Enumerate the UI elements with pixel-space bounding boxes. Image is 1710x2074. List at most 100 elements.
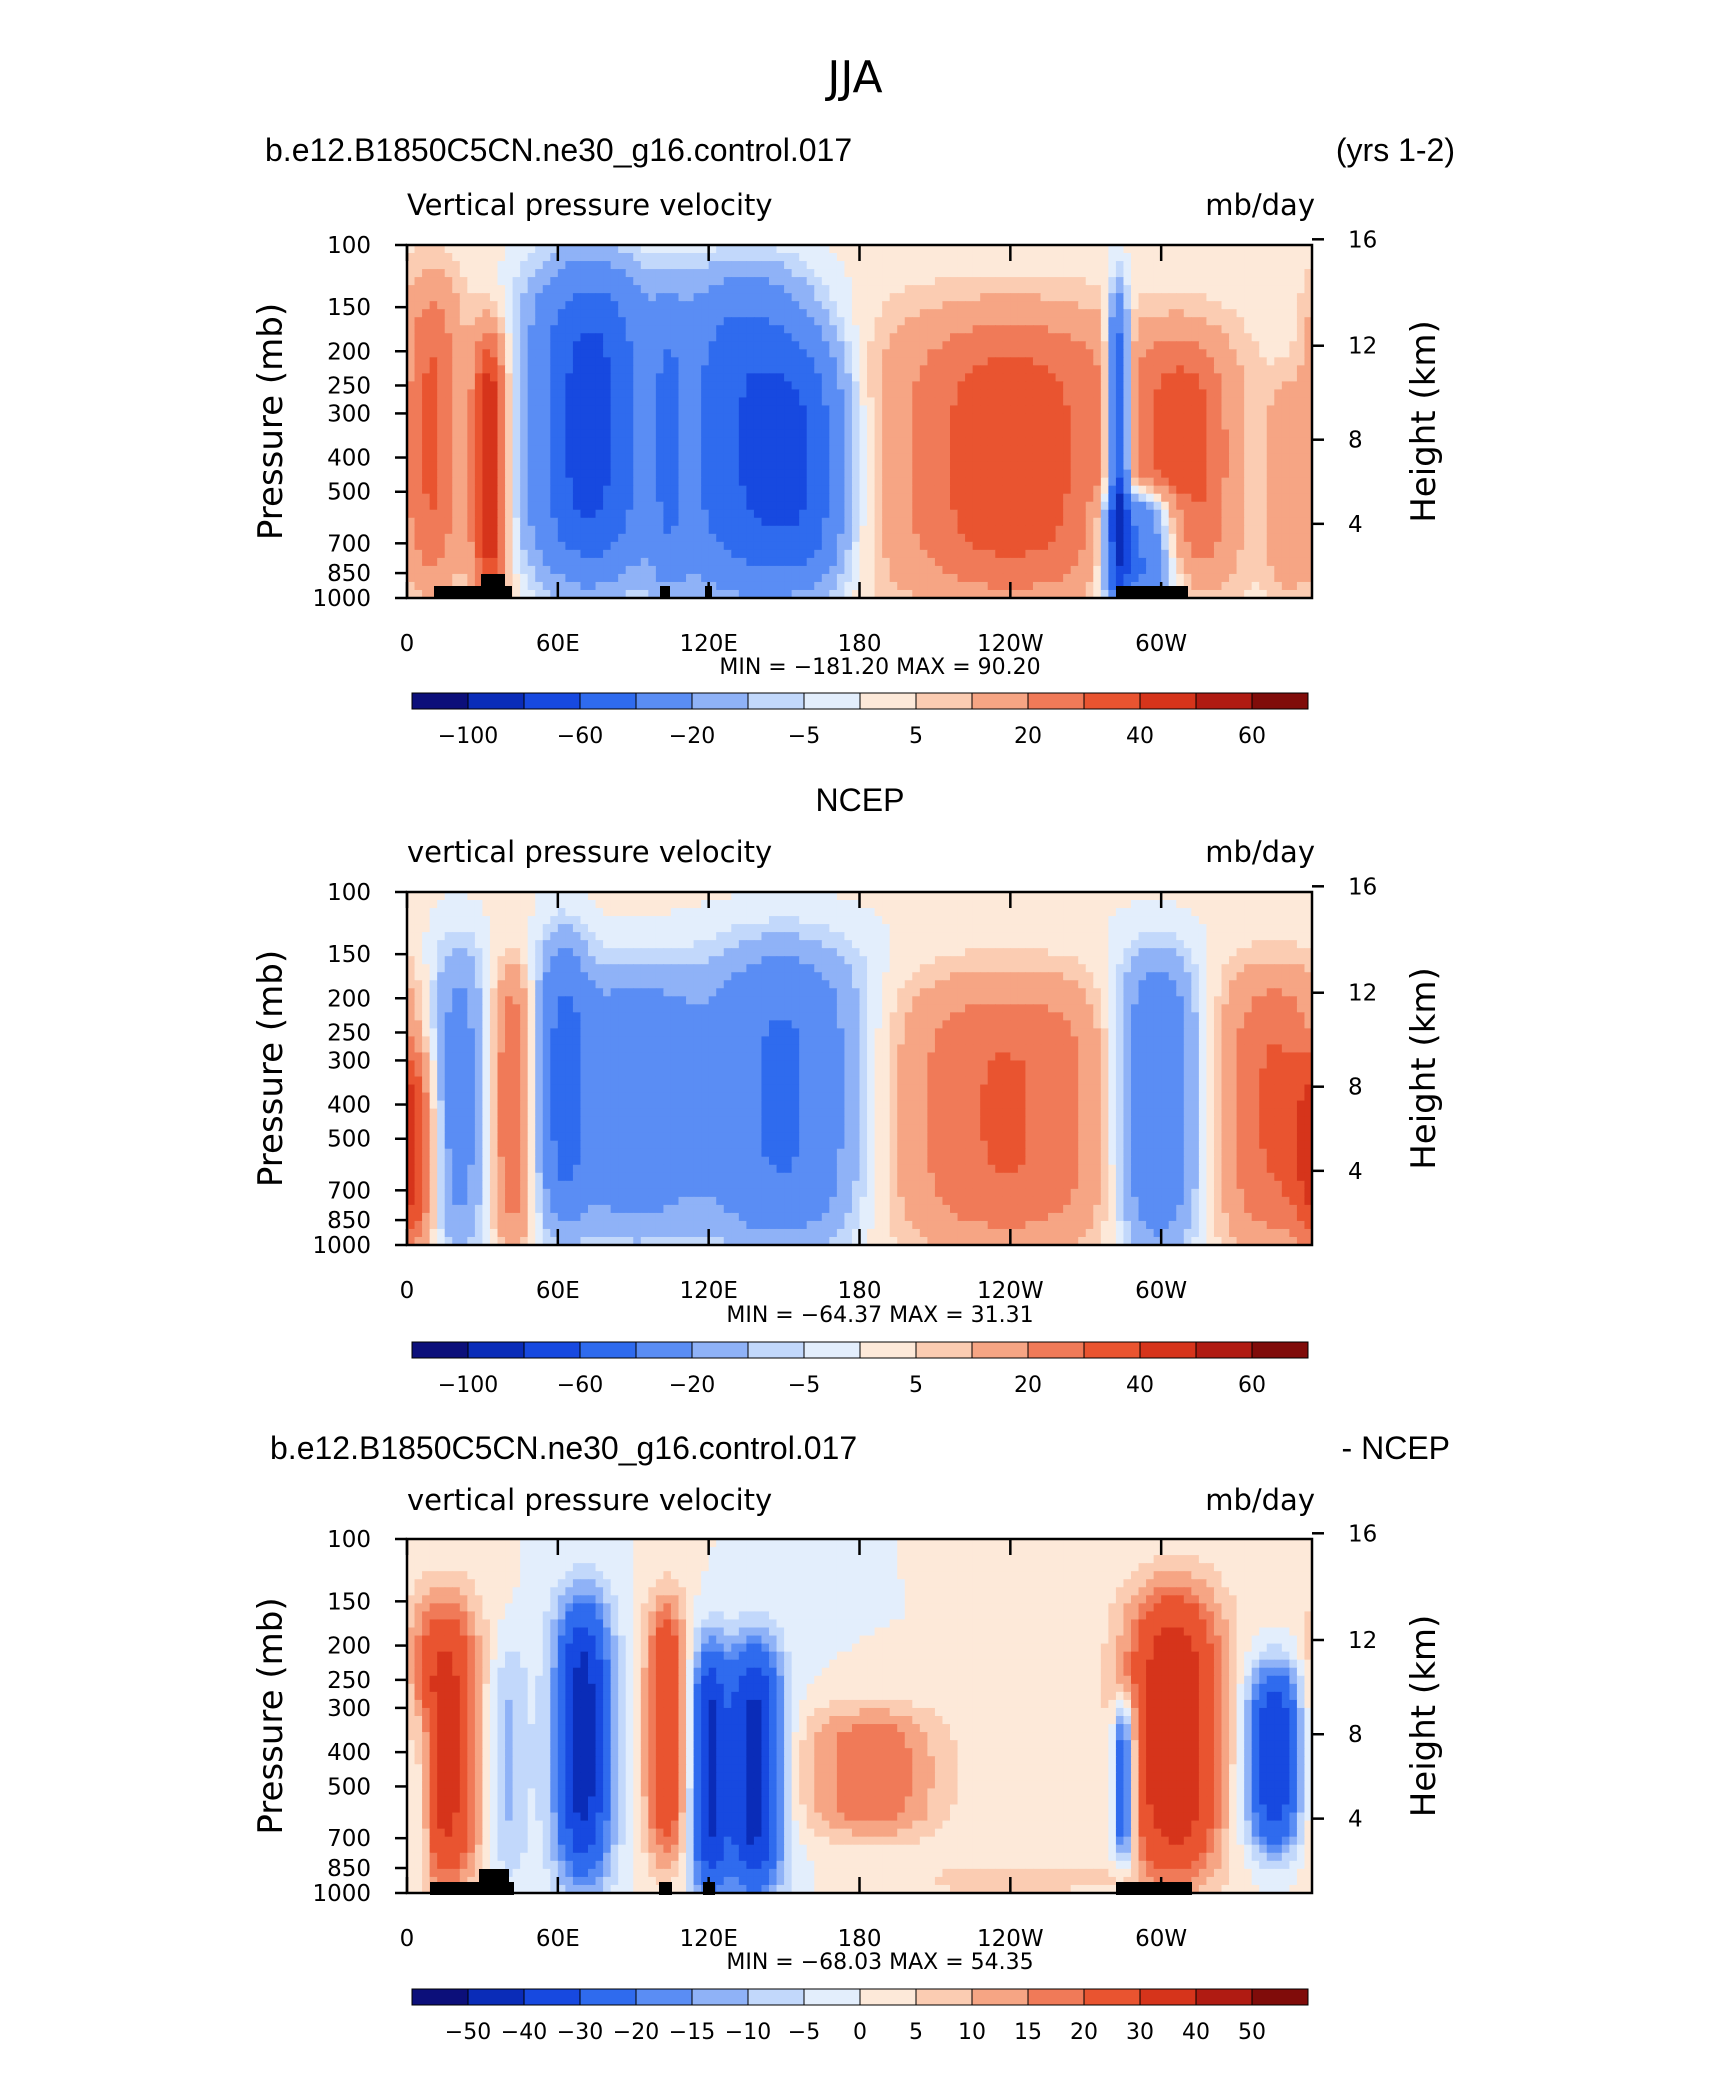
field-cell: [806, 421, 815, 431]
field-cell: [603, 469, 612, 479]
field-cell: [1221, 501, 1230, 511]
field-cell: [505, 245, 514, 254]
field-cell: [482, 525, 491, 535]
field-cell: [512, 573, 521, 583]
field-cell: [1085, 405, 1094, 415]
field-cell: [1017, 285, 1027, 294]
field-cell: [1221, 333, 1230, 342]
field-cell: [957, 325, 966, 334]
field-cell: [693, 285, 702, 294]
field-cell: [505, 373, 514, 382]
field-cell: [527, 437, 536, 447]
field-cell: [799, 325, 808, 334]
field-cell: [746, 285, 755, 294]
field-cell: [1221, 285, 1230, 294]
field-cell: [904, 517, 913, 527]
field-cell: [836, 245, 846, 254]
field-cell: [1093, 333, 1102, 342]
field-cell: [897, 405, 906, 415]
field-cell: [512, 349, 521, 358]
field-cell: [422, 317, 431, 326]
field-cell: [512, 253, 521, 262]
field-cell: [746, 389, 755, 399]
field-cell: [1063, 477, 1072, 487]
field-cell: [1281, 333, 1290, 342]
field-cell: [934, 557, 944, 567]
field-cell: [746, 397, 755, 407]
field-cell: [1017, 301, 1027, 310]
field-cell: [422, 445, 431, 455]
field-cell: [1078, 557, 1087, 567]
field-cell: [497, 365, 506, 374]
field-cell: [889, 501, 898, 511]
field-cell: [972, 525, 981, 535]
field-cell: [1221, 269, 1230, 278]
field-cell: [919, 333, 928, 342]
field-cell: [829, 317, 838, 326]
field-cell: [429, 421, 438, 431]
field-cell: [1025, 341, 1034, 350]
field-cell: [422, 357, 431, 366]
field-cell: [814, 421, 823, 431]
field-cell: [942, 333, 951, 342]
field-cell: [1176, 453, 1185, 463]
field-cell: [1063, 381, 1072, 391]
field-cell: [753, 333, 763, 342]
field-cell: [1131, 493, 1140, 503]
field-cell: [1274, 285, 1283, 294]
field-cell: [1191, 445, 1200, 455]
field-cell: [1070, 373, 1079, 382]
field-cell: [874, 381, 883, 391]
field-cell: [723, 541, 732, 551]
field-cell: [701, 509, 710, 519]
field-cell: [603, 477, 612, 487]
field-cell: [1221, 325, 1230, 334]
field-cell: [459, 573, 468, 583]
field-cell: [693, 325, 702, 334]
field-cell: [1010, 565, 1019, 575]
field-cell: [874, 293, 883, 302]
field-cell: [633, 357, 642, 366]
field-cell: [723, 381, 732, 391]
field-cell: [618, 565, 627, 575]
field-cell: [889, 413, 898, 423]
field-cell: [1161, 469, 1170, 479]
field-cell: [1048, 493, 1057, 503]
field-cell: [1274, 541, 1283, 551]
field-cell: [640, 261, 649, 270]
field-cell: [482, 277, 491, 286]
field-cell: [912, 429, 921, 439]
field-cell: [670, 525, 680, 535]
field-cell: [1266, 533, 1275, 543]
field-cell: [542, 429, 551, 439]
field-cell: [512, 501, 521, 511]
field-cell: [1146, 541, 1155, 551]
field-cell: [444, 437, 453, 447]
field-cell: [761, 245, 770, 254]
field-cell: [512, 493, 521, 503]
field-cell: [603, 285, 612, 294]
field-cell: [1274, 365, 1283, 374]
field-cell: [633, 277, 642, 286]
field-cell: [1138, 501, 1147, 511]
field-cell: [497, 493, 506, 503]
field-cell: [444, 469, 453, 479]
field-cell: [1274, 525, 1283, 535]
field-cell: [686, 365, 695, 374]
field-cell: [1176, 405, 1185, 415]
field-cell: [459, 381, 468, 391]
field-cell: [1108, 349, 1117, 358]
field-cell: [934, 429, 944, 439]
field-cell: [867, 501, 876, 511]
field-cell: [1108, 269, 1117, 278]
field-cell: [1229, 477, 1238, 487]
field-cell: [1123, 477, 1132, 487]
field-cell: [572, 461, 582, 471]
field-cell: [1289, 493, 1298, 503]
field-cell: [836, 509, 846, 519]
field-cell: [437, 277, 446, 286]
field-cell: [444, 325, 453, 334]
field-cell: [467, 453, 476, 463]
field-cell: [588, 365, 597, 374]
field-cell: [497, 461, 506, 471]
